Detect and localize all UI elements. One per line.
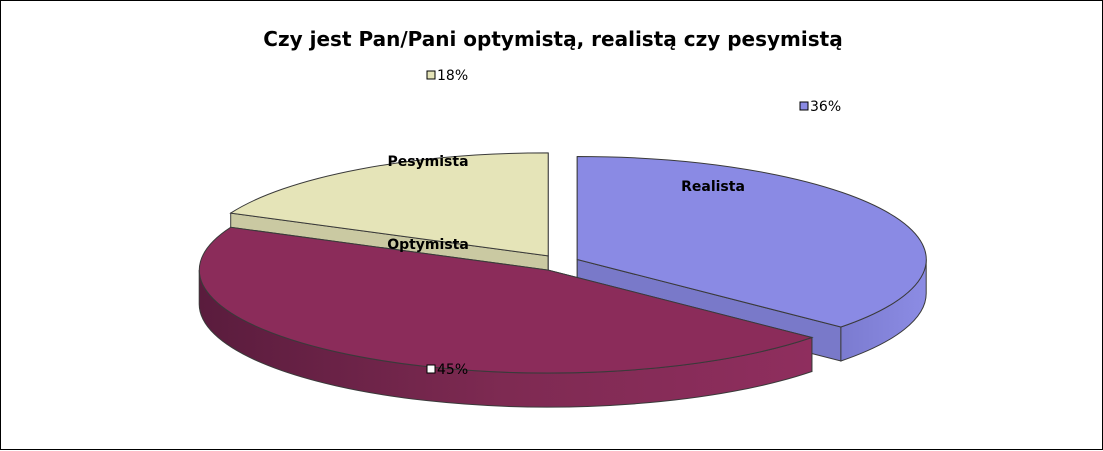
slice-optymista <box>198 226 814 408</box>
slice-optymista-top <box>198 226 814 374</box>
chart-title: Czy jest Pan/Pani optymistą, realistą cz… <box>263 27 842 51</box>
value-label-pesymista: 18% <box>426 68 468 84</box>
category-label-pesymista: Pesymista <box>387 154 468 170</box>
value-label-optymista: 45% <box>426 362 468 378</box>
value-label-text: 18% <box>437 68 468 84</box>
pie-labels: Realista 36% Optymista 45% Pesymista 18% <box>387 68 841 378</box>
slice-realista-top <box>576 155 927 328</box>
pie-slices <box>198 152 927 408</box>
value-label-text: 45% <box>437 362 468 378</box>
value-label-marker <box>799 101 809 111</box>
value-label-marker <box>426 364 436 374</box>
value-label-realista: 36% <box>799 99 841 115</box>
slice-pesymista-top <box>229 152 549 257</box>
value-label-text: 36% <box>810 99 841 115</box>
category-label-optymista: Optymista <box>387 237 469 253</box>
value-label-marker <box>426 70 436 80</box>
category-label-realista: Realista <box>681 179 745 195</box>
